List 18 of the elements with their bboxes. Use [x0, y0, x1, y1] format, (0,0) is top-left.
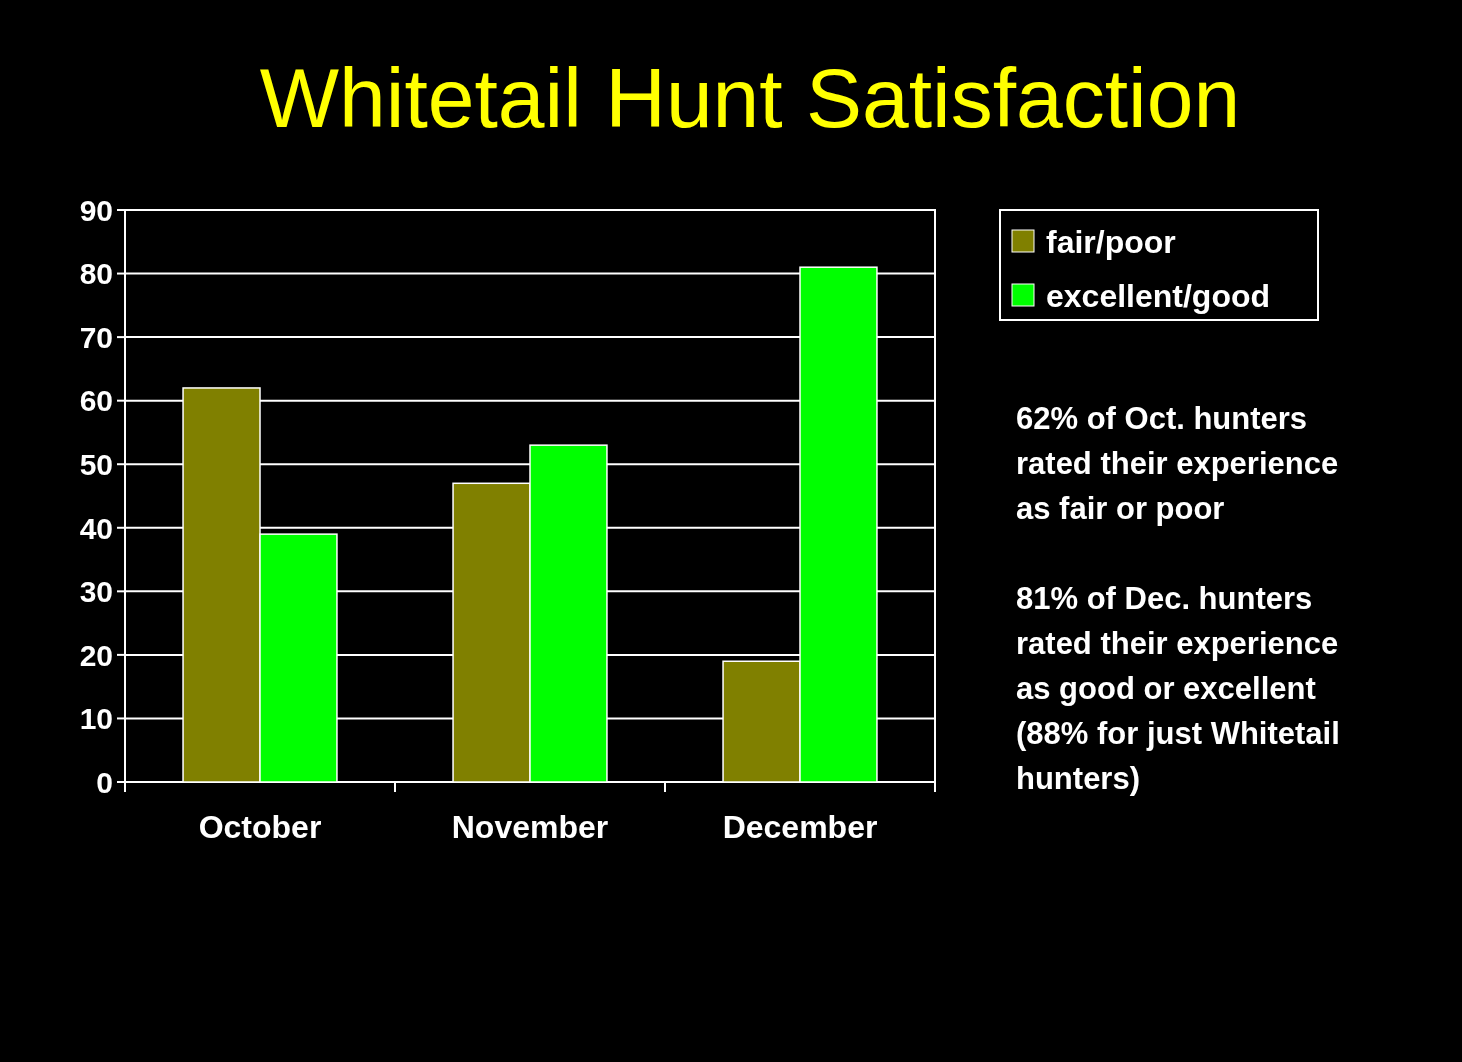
- x-tick-label: November: [451, 808, 609, 845]
- text: 62% of Oct. hunters rated their experience as fair or poor: [1016, 401, 1339, 527]
- y-tick-label: 40: [79, 511, 113, 545]
- chart-title: Whitetail Hunt Satisfaction: [259, 51, 1241, 145]
- x-tick-label: December: [722, 808, 878, 845]
- y-tick-label: 60: [79, 384, 113, 418]
- legend-label: fair/poor: [1046, 223, 1176, 260]
- text: 81% of Dec. hunters rated their experience as good or excellent (88% for just Whitetail hunters): [1016, 581, 1340, 797]
- y-tick-label: 20: [79, 638, 113, 672]
- legend-label: excellent/good: [1046, 277, 1271, 314]
- y-tick-label: 50: [79, 448, 113, 482]
- y-tick-label: 80: [79, 257, 113, 291]
- y-tick-label: 10: [79, 702, 113, 736]
- y-tick-label: 90: [79, 193, 113, 227]
- y-tick-label: 0: [96, 765, 113, 799]
- y-tick-label: 30: [79, 575, 113, 609]
- y-tick-label: 70: [79, 320, 113, 354]
- x-tick-label: October: [198, 808, 322, 845]
